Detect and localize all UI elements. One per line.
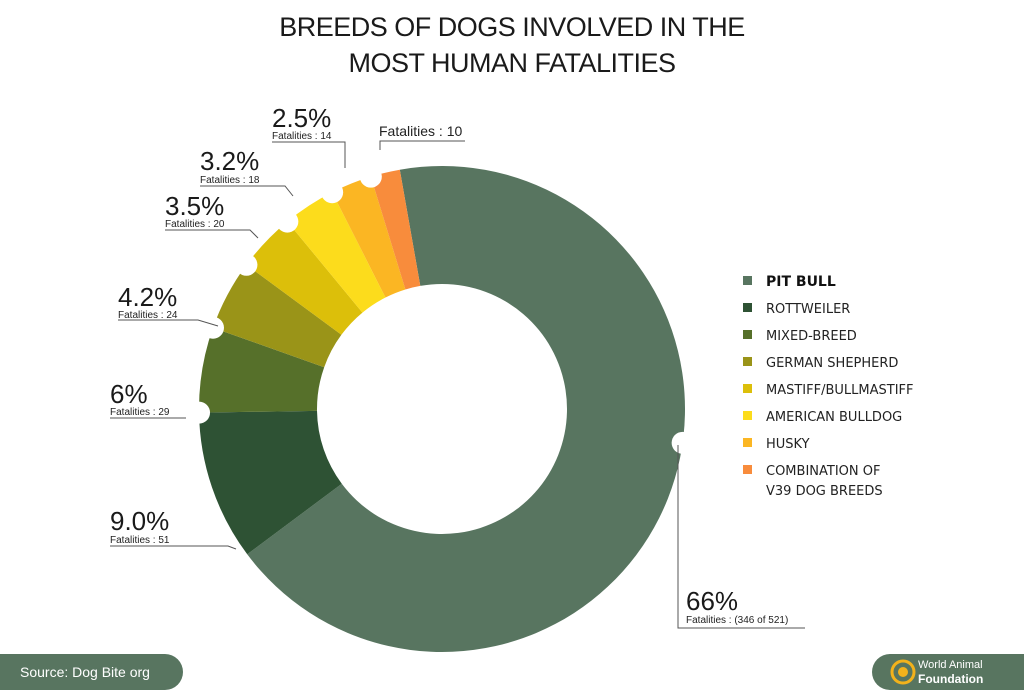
donut-slice-mastiff-bullmastiff [246,221,363,335]
slice-notch [276,210,299,233]
legend-swatch-mastiff [743,384,752,393]
legend-label-american-bulldog: AMERICAN BULLDOG [766,410,902,425]
legend-swatch-german-shepherd [743,357,752,366]
leader-line-mastiff [165,229,259,239]
legend-label-pit-bull: PIT BULL [766,274,836,290]
legend-swatch-husky [743,438,752,447]
fat-label-husky: Fatalities : 14 [272,131,332,142]
leader-line-german-shepherd [118,319,219,327]
donut-slice-american-bulldog [287,192,386,313]
leader-line-pit-bull [677,445,805,629]
legend-label-rottweiler: ROTTWEILER [766,302,850,317]
pct-label-husky: 2.5% [272,103,331,133]
donut-slice-pit-bull [247,166,685,652]
pct-label-mastiff: 3.5% [165,191,224,221]
slice-notch [188,401,211,424]
fat-label-pit-bull: Fatalities : (346 of 521) [686,615,788,626]
donut-slice-rottweiler [199,410,342,555]
slice-notch [235,253,258,276]
legend-label-combination-line1: COMBINATION OF [766,464,880,479]
legend-swatch-combination [743,465,752,474]
leader-lines [110,140,805,629]
slice-notch [671,431,694,454]
leader-line-combination [379,140,465,150]
slice-notch [321,181,344,204]
fat-label-rottweiler: Fatalities : 51 [110,535,170,546]
pct-label-rottweiler: 9.0% [110,506,169,536]
fat-label-mastiff: Fatalities : 20 [165,219,225,230]
legend-label-combination-line2: V39 DOG BREEDS [766,484,883,499]
pct-label-mixed-breed: 6% [110,379,148,409]
donut-slice-german-shepherd [212,264,342,368]
legend: PIT BULL ROTTWEILER MIXED-BREED GERMAN S… [743,274,913,499]
fat-label-mixed-breed: Fatalities : 29 [110,407,170,418]
fat-label-german-shepherd: Fatalities : 24 [118,310,178,321]
leader-line-rottweiler [110,545,237,550]
donut-notches [188,165,694,454]
chart-title-line2: MOST HUMAN FATALITIES [348,48,675,78]
legend-label-mastiff: MASTIFF/BULLMASTIFF [766,383,913,398]
legend-swatch-american-bulldog [743,411,752,420]
fat-label-combination: Fatalities : 10 [379,123,462,139]
pct-label-german-shepherd: 4.2% [118,282,177,312]
legend-label-husky: HUSKY [766,437,810,452]
slice-notch [359,165,382,188]
chart-title-line1: BREEDS OF DOGS INVOLVED IN THE [279,12,745,42]
dog-icon [890,659,916,685]
logo: World Animal Foundation [872,654,1024,690]
legend-swatch-pit-bull [743,276,752,285]
donut-slices [199,166,685,652]
legend-label-mixed-breed: MIXED-BREED [766,329,857,344]
legend-swatch-rottweiler [743,303,752,312]
source-text: Source: Dog Bite org [20,664,150,680]
pct-label-american-bulldog: 3.2% [200,146,259,176]
fat-label-american-bulldog: Fatalities : 18 [200,175,260,186]
donut-slice-combination-of-v39-dog-breeds [370,169,421,290]
source-pill [0,654,183,690]
donut-slice-mixed-breed [199,327,325,413]
legend-swatch-mixed-breed [743,330,752,339]
leader-line-husky [272,141,346,168]
legend-label-german-shepherd: GERMAN SHEPHERD [766,356,898,371]
logo-text-line2: Foundation [918,672,983,686]
slice-notch [201,316,224,339]
logo-text-line1: World Animal [918,659,983,671]
donut-slice-husky [332,176,406,298]
pct-label-pit-bull: 66% [686,586,738,616]
leader-line-american-bulldog [200,185,294,197]
